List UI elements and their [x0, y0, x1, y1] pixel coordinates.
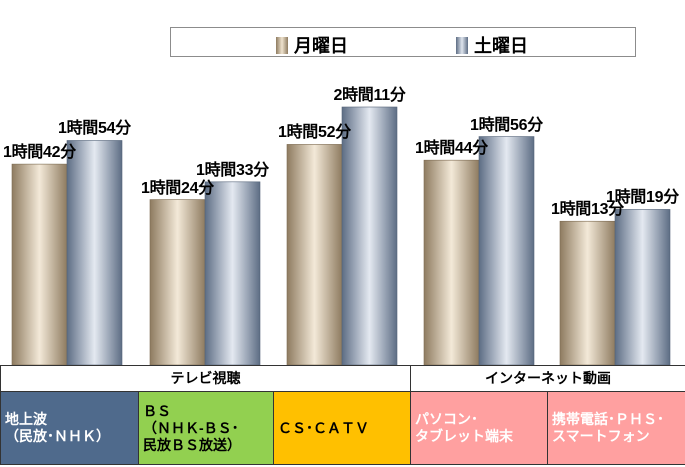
category-bs-line2: （ＮＨＫ-ＢＳ･ — [143, 419, 239, 436]
category-cs-catv-line1: ＣＳ･ＣＡＴＶ — [278, 419, 369, 436]
category-table: テレビ視聴 インターネット動画 地上波 （民放･ＮＨＫ） ＢＳ （ＮＨＫ-ＢＳ･… — [0, 365, 685, 465]
legend-saturday-label: 土曜日 — [474, 36, 528, 56]
label-monday-1: 1時間24分 — [141, 179, 214, 197]
bar-monday-0 — [11, 163, 68, 365]
bar-saturday-1 — [204, 181, 261, 365]
bar-chart — [11, 106, 671, 365]
category-bs-line1: ＢＳ — [143, 402, 171, 419]
label-monday-4: 1時間13分 — [551, 201, 624, 219]
legend-saturday: 土曜日 — [456, 32, 528, 58]
category-mobile-line1: 携帯電話･ＰＨＳ･ — [552, 411, 665, 427]
legend-monday-label: 月曜日 — [294, 36, 348, 56]
category-pc-tablet-line1: パソコン･ — [415, 411, 479, 427]
category-cs-catv: ＣＳ･ＣＡＴＶ — [272, 391, 412, 465]
legend: 月曜日 土曜日 — [170, 27, 636, 57]
group-internet: インターネット動画 — [410, 365, 685, 392]
legend-monday: 月曜日 — [276, 32, 348, 58]
label-saturday-0: 1時間54分 — [58, 120, 131, 138]
bar-monday-4 — [559, 220, 616, 365]
label-saturday-2: 2時間11分 — [333, 87, 406, 104]
label-saturday-4: 1時間19分 — [606, 189, 679, 207]
category-terrestrial-line1: 地上波 — [5, 411, 47, 427]
category-pc-tablet: パソコン･ タブレット端末 — [410, 391, 549, 465]
label-saturday-3: 1時間56分 — [470, 116, 543, 134]
category-terrestrial: 地上波 （民放･ＮＨＫ） — [0, 391, 139, 465]
bar-saturday-4 — [614, 209, 671, 365]
category-bs-line3: 民放ＢＳ放送） — [143, 436, 241, 453]
label-saturday-1: 1時間33分 — [196, 161, 269, 179]
category-bs: ＢＳ （ＮＨＫ-ＢＳ･ 民放ＢＳ放送） — [138, 391, 274, 465]
category-pc-tablet-line2: タブレット端末 — [415, 428, 514, 444]
label-monday-2: 1時間52分 — [278, 124, 351, 142]
bar-monday-2 — [286, 144, 343, 365]
label-monday-0: 1時間42分 — [3, 144, 76, 162]
label-monday-3: 1時間44分 — [415, 140, 488, 158]
bar-monday-3 — [423, 159, 480, 365]
legend-saturday-swatch — [456, 36, 468, 54]
category-mobile: 携帯電話･ＰＨＳ･ スマートフォン — [547, 391, 685, 465]
bar-saturday-0 — [66, 140, 123, 365]
group-tv: テレビ視聴 — [0, 365, 412, 392]
bar-saturday-2 — [341, 106, 398, 365]
category-mobile-line2: スマートフォン — [552, 428, 650, 444]
legend-monday-swatch — [276, 36, 288, 54]
bar-saturday-3 — [478, 136, 535, 365]
bar-monday-1 — [149, 199, 206, 365]
category-terrestrial-line2: （民放･ＮＨＫ） — [5, 428, 110, 444]
